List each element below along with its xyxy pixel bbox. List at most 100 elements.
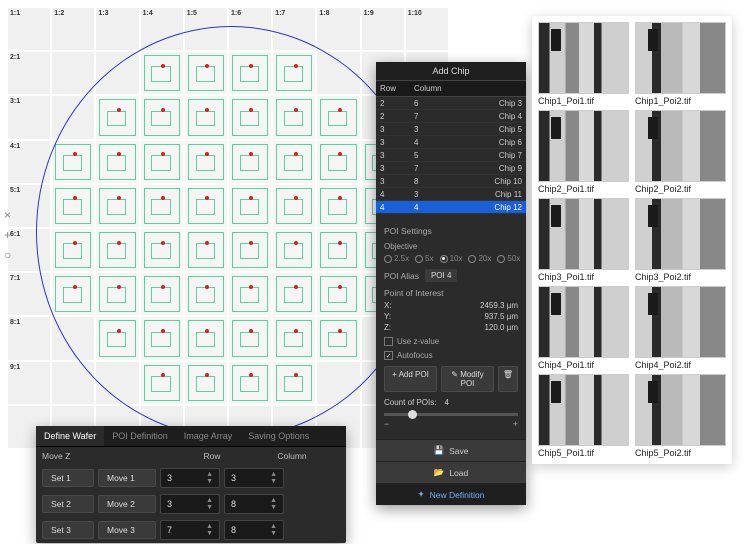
thumbnail-item[interactable]: Chip4_Poi1.tif [538, 286, 629, 370]
plus-icon[interactable]: + [4, 228, 11, 242]
thumbnail-item[interactable]: Chip1_Poi2.tif [635, 22, 726, 106]
wafer-cell[interactable]: 3:1 [8, 96, 50, 138]
wafer-cell[interactable] [96, 317, 138, 359]
wafer-cell[interactable] [96, 362, 138, 404]
delete-poi-button[interactable]: 🗑 [498, 366, 518, 392]
wafer-cell[interactable]: 8:1 [8, 317, 50, 359]
chip-table-row[interactable]: 26Chip 3 [376, 97, 526, 110]
chip-table-row[interactable]: 43Chip 11 [376, 188, 526, 201]
col-input[interactable]: 3▲▼ [224, 468, 284, 488]
wafer-cell[interactable] [141, 141, 183, 183]
tab-saving-options[interactable]: Saving Options [240, 426, 317, 446]
radio-icon[interactable] [468, 255, 476, 263]
wafer-cell[interactable] [141, 273, 183, 315]
wafer-cell[interactable] [52, 229, 94, 271]
autofocus-row[interactable]: ✓Autofocus [384, 351, 518, 360]
col-input[interactable]: 8▲▼ [224, 520, 284, 540]
wafer-cell[interactable]: 5:1 [8, 185, 50, 227]
objective-option[interactable]: 10x [440, 254, 463, 263]
thumbnail-item[interactable]: Chip2_Poi1.tif [538, 110, 629, 194]
wafer-cell[interactable]: 1:7 [273, 8, 315, 50]
row-input[interactable]: 7▲▼ [160, 520, 220, 540]
wafer-cell[interactable]: 1:6 [229, 8, 271, 50]
wafer-cell[interactable]: 6:1 [8, 229, 50, 271]
wafer-cell[interactable]: 7:1 [8, 273, 50, 315]
wafer-cell[interactable]: 1:8 [317, 8, 359, 50]
radio-icon[interactable] [440, 255, 448, 263]
wafer-cell[interactable] [229, 229, 271, 271]
thumbnail-item[interactable]: Chip4_Poi2.tif [635, 286, 726, 370]
wafer-cell[interactable]: 9:1 [8, 362, 50, 404]
chip-table-row[interactable]: 44Chip 12 [376, 201, 526, 214]
circle-icon[interactable]: ○ [4, 248, 11, 262]
wafer-cell[interactable]: 1:5 [185, 8, 227, 50]
poi-slider[interactable] [384, 413, 518, 416]
chip-table-row[interactable]: 35Chip 7 [376, 149, 526, 162]
wafer-cell[interactable] [185, 273, 227, 315]
wafer-cell[interactable] [317, 52, 359, 94]
wafer-cell[interactable] [317, 229, 359, 271]
wafer-cell[interactable] [96, 273, 138, 315]
wafer-cell[interactable] [52, 317, 94, 359]
wafer-cell[interactable]: 4:1 [8, 141, 50, 183]
tab-image-array[interactable]: Image Array [176, 426, 241, 446]
wafer-cell[interactable] [52, 362, 94, 404]
alias-value[interactable]: POI 4 [425, 269, 457, 282]
set-button[interactable]: Set 3 [42, 521, 94, 539]
wafer-cell[interactable] [185, 141, 227, 183]
wafer-cell[interactable] [229, 362, 271, 404]
thumbnail-item[interactable]: Chip5_Poi1.tif [538, 374, 629, 458]
wafer-cell[interactable]: 1:3 [96, 8, 138, 50]
wafer-cell[interactable] [141, 229, 183, 271]
chip-table-row[interactable]: 37Chip 9 [376, 162, 526, 175]
wafer-cell[interactable]: 2:1 [8, 52, 50, 94]
tab-define-wafer[interactable]: Define Wafer [36, 426, 104, 446]
new-definition-button[interactable]: ✦New Definition [376, 483, 526, 505]
wafer-cell[interactable] [317, 96, 359, 138]
objective-option[interactable]: 50x [497, 254, 520, 263]
chip-table-row[interactable]: 38Chip 10 [376, 175, 526, 188]
wafer-cell[interactable] [185, 317, 227, 359]
wafer-cell[interactable] [96, 185, 138, 227]
wafer-cell[interactable]: 1:4 [141, 8, 183, 50]
wafer-cell[interactable] [229, 52, 271, 94]
wafer-cell[interactable] [52, 141, 94, 183]
wafer-cell[interactable]: 1:1 [8, 8, 50, 50]
wafer-cell[interactable] [185, 185, 227, 227]
thumbnail-item[interactable]: Chip2_Poi2.tif [635, 110, 726, 194]
chip-table-row[interactable]: 34Chip 6 [376, 136, 526, 149]
objective-option[interactable]: 2.5x [384, 254, 409, 263]
wafer-cell[interactable] [229, 273, 271, 315]
save-button[interactable]: 💾Save [376, 439, 526, 461]
tab-poi-definition[interactable]: POI Definition [104, 426, 176, 446]
wafer-cell[interactable] [273, 317, 315, 359]
modify-poi-button[interactable]: ✎ Modify POI [441, 366, 494, 392]
move-button[interactable]: Move 2 [98, 495, 156, 513]
slider-minus[interactable]: − [384, 419, 389, 429]
chip-table-row[interactable]: 27Chip 4 [376, 110, 526, 123]
wafer-cell[interactable] [141, 362, 183, 404]
objective-option[interactable]: 20x [468, 254, 491, 263]
row-input[interactable]: 3▲▼ [160, 468, 220, 488]
wafer-cell[interactable] [52, 185, 94, 227]
radio-icon[interactable] [384, 255, 392, 263]
thumbnail-item[interactable]: Chip1_Poi1.tif [538, 22, 629, 106]
add-poi-button[interactable]: + Add POI [384, 366, 437, 392]
use-z-checkbox[interactable] [384, 337, 393, 346]
wafer-cell[interactable] [96, 141, 138, 183]
wafer-cell[interactable] [141, 185, 183, 227]
thumbnail-item[interactable]: Chip3_Poi2.tif [635, 198, 726, 282]
wafer-cell[interactable] [273, 141, 315, 183]
set-button[interactable]: Set 2 [42, 495, 94, 513]
chip-table-row[interactable]: 33Chip 5 [376, 123, 526, 136]
wafer-cell[interactable] [229, 317, 271, 359]
wafer-cell[interactable]: 1:10 [406, 8, 448, 50]
wafer-cell[interactable] [317, 141, 359, 183]
objective-option[interactable]: 5x [415, 254, 433, 263]
wafer-cell[interactable] [52, 96, 94, 138]
close-icon[interactable]: × [4, 208, 11, 222]
col-input[interactable]: 8▲▼ [224, 494, 284, 514]
wafer-cell[interactable] [96, 96, 138, 138]
wafer-cell[interactable] [185, 52, 227, 94]
radio-icon[interactable] [415, 255, 423, 263]
